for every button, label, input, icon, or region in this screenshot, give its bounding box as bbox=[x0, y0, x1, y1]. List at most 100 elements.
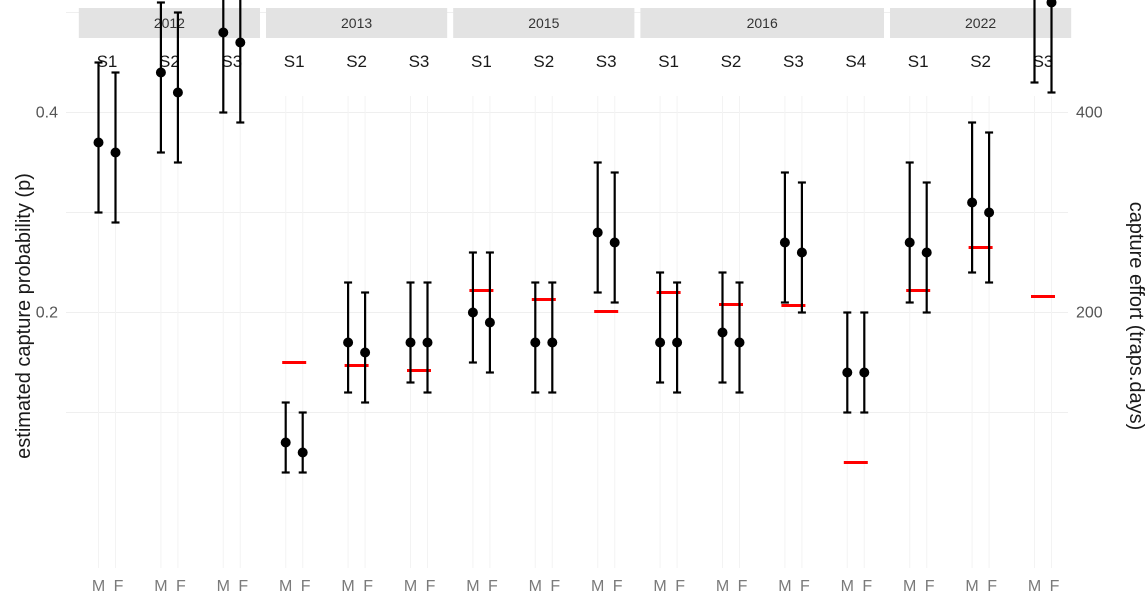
sex-label-m: M bbox=[217, 578, 230, 595]
y2-tick-label: 400 bbox=[1076, 105, 1103, 122]
estimate-point-m bbox=[717, 327, 728, 338]
estimate-point-m bbox=[530, 337, 541, 348]
sex-label-m: M bbox=[778, 578, 791, 595]
estimate-point-f bbox=[547, 337, 558, 348]
estimate-point-f bbox=[1046, 0, 1057, 8]
year-strip-label: 2016 bbox=[747, 15, 778, 31]
estimate-point-f bbox=[609, 237, 620, 248]
session-label: S3 bbox=[409, 52, 430, 71]
session-label: S3 bbox=[1033, 52, 1054, 71]
sex-label-f: F bbox=[426, 578, 436, 595]
gridlines bbox=[66, 12, 1068, 568]
sex-label-m: M bbox=[1028, 578, 1041, 595]
year-strip-label: 2012 bbox=[154, 15, 185, 31]
session-label: S4 bbox=[845, 52, 866, 71]
year-strip bbox=[640, 8, 884, 38]
estimate-point-m bbox=[779, 237, 790, 248]
estimate-point-m bbox=[93, 137, 104, 148]
estimate-point-m bbox=[467, 307, 478, 318]
estimate-point-f bbox=[984, 207, 995, 218]
estimate-point-f bbox=[297, 447, 308, 458]
sex-label-m: M bbox=[341, 578, 354, 595]
sex-label-m: M bbox=[903, 578, 916, 595]
sex-label-m: M bbox=[591, 578, 604, 595]
session-label: S2 bbox=[970, 52, 991, 71]
estimate-point-m bbox=[280, 437, 291, 448]
session-labels: S1 S2 S3 S1 S2 S3 S1 S2 S3 S1 S2 S3 S4 S1 S2 S3 bbox=[97, 52, 1054, 71]
sex-label-m: M bbox=[404, 578, 417, 595]
sex-label-m: M bbox=[841, 578, 854, 595]
estimate-point-f bbox=[235, 37, 246, 48]
sex-label-m: M bbox=[653, 578, 666, 595]
estimate-point-m bbox=[904, 237, 915, 248]
sex-label-m: M bbox=[279, 578, 292, 595]
year-strip bbox=[266, 8, 448, 38]
sex-label-f: F bbox=[488, 578, 498, 595]
estimate-point-m bbox=[218, 27, 229, 38]
sex-label-m: M bbox=[92, 578, 105, 595]
session-label: S2 bbox=[346, 52, 367, 71]
y-axis-title: estimated capture probability (p) bbox=[13, 173, 35, 459]
estimate-point-m bbox=[842, 367, 853, 378]
sex-label-f: F bbox=[1050, 578, 1060, 595]
axes: estimated capture probability (p) captur… bbox=[13, 105, 1147, 459]
estimate-point-f bbox=[110, 147, 121, 158]
session-label: S2 bbox=[533, 52, 554, 71]
year-strip bbox=[890, 8, 1072, 38]
sex-label-f: F bbox=[613, 578, 623, 595]
year-strips: 2012 2013 2015 2016 2022 bbox=[78, 8, 1072, 38]
year-strip bbox=[78, 8, 260, 38]
session-label: S2 bbox=[159, 52, 180, 71]
estimate-point-f bbox=[360, 347, 371, 358]
sex-label-f: F bbox=[800, 578, 810, 595]
sex-label-f: F bbox=[675, 578, 685, 595]
sex-label-f: F bbox=[363, 578, 373, 595]
estimate-point-m bbox=[155, 67, 166, 78]
sex-label-m: M bbox=[965, 578, 978, 595]
estimate-point-f bbox=[422, 337, 433, 348]
sex-label-f: F bbox=[738, 578, 748, 595]
estimate-point-f bbox=[921, 247, 932, 258]
sex-label-f: F bbox=[550, 578, 560, 595]
y2-axis-title: capture effort (traps.days) bbox=[1125, 202, 1147, 431]
estimate-point-m bbox=[405, 337, 416, 348]
session-label: S2 bbox=[721, 52, 742, 71]
sex-label-f: F bbox=[238, 578, 248, 595]
estimate-point-f bbox=[859, 367, 870, 378]
session-label: S1 bbox=[471, 52, 492, 71]
session-label: S1 bbox=[908, 52, 929, 71]
estimate-point-f bbox=[672, 337, 683, 348]
session-label: S3 bbox=[221, 52, 242, 71]
estimate-point-f bbox=[734, 337, 745, 348]
sex-label-f: F bbox=[925, 578, 935, 595]
sex-label-m: M bbox=[716, 578, 729, 595]
sex-label-f: F bbox=[987, 578, 997, 595]
estimate-point-m bbox=[592, 227, 603, 238]
session-label: S3 bbox=[783, 52, 804, 71]
sex-label-f: F bbox=[862, 578, 872, 595]
sex-label-f: F bbox=[114, 578, 124, 595]
sex-label-f: F bbox=[176, 578, 186, 595]
sex-label-m: M bbox=[466, 578, 479, 595]
session-label: S1 bbox=[97, 52, 118, 71]
session-label: S1 bbox=[284, 52, 305, 71]
sex-label-f: F bbox=[301, 578, 311, 595]
session-label: S1 bbox=[658, 52, 679, 71]
estimate-point-m bbox=[343, 337, 354, 348]
session-label: S3 bbox=[596, 52, 617, 71]
year-strip bbox=[453, 8, 635, 38]
estimate-point-m bbox=[967, 197, 978, 208]
estimate-point-m bbox=[655, 337, 666, 348]
estimate-point-f bbox=[484, 317, 495, 328]
y2-tick-label: 200 bbox=[1076, 305, 1103, 322]
sex-label-m: M bbox=[529, 578, 542, 595]
estimate-point-f bbox=[796, 247, 807, 258]
year-strip-label: 2022 bbox=[965, 15, 996, 31]
estimate-point-f bbox=[172, 87, 183, 98]
year-strip-label: 2013 bbox=[341, 15, 372, 31]
sex-label-m: M bbox=[154, 578, 167, 595]
y-tick-label: 0.2 bbox=[36, 305, 58, 322]
y-tick-label: 0.4 bbox=[36, 105, 58, 122]
